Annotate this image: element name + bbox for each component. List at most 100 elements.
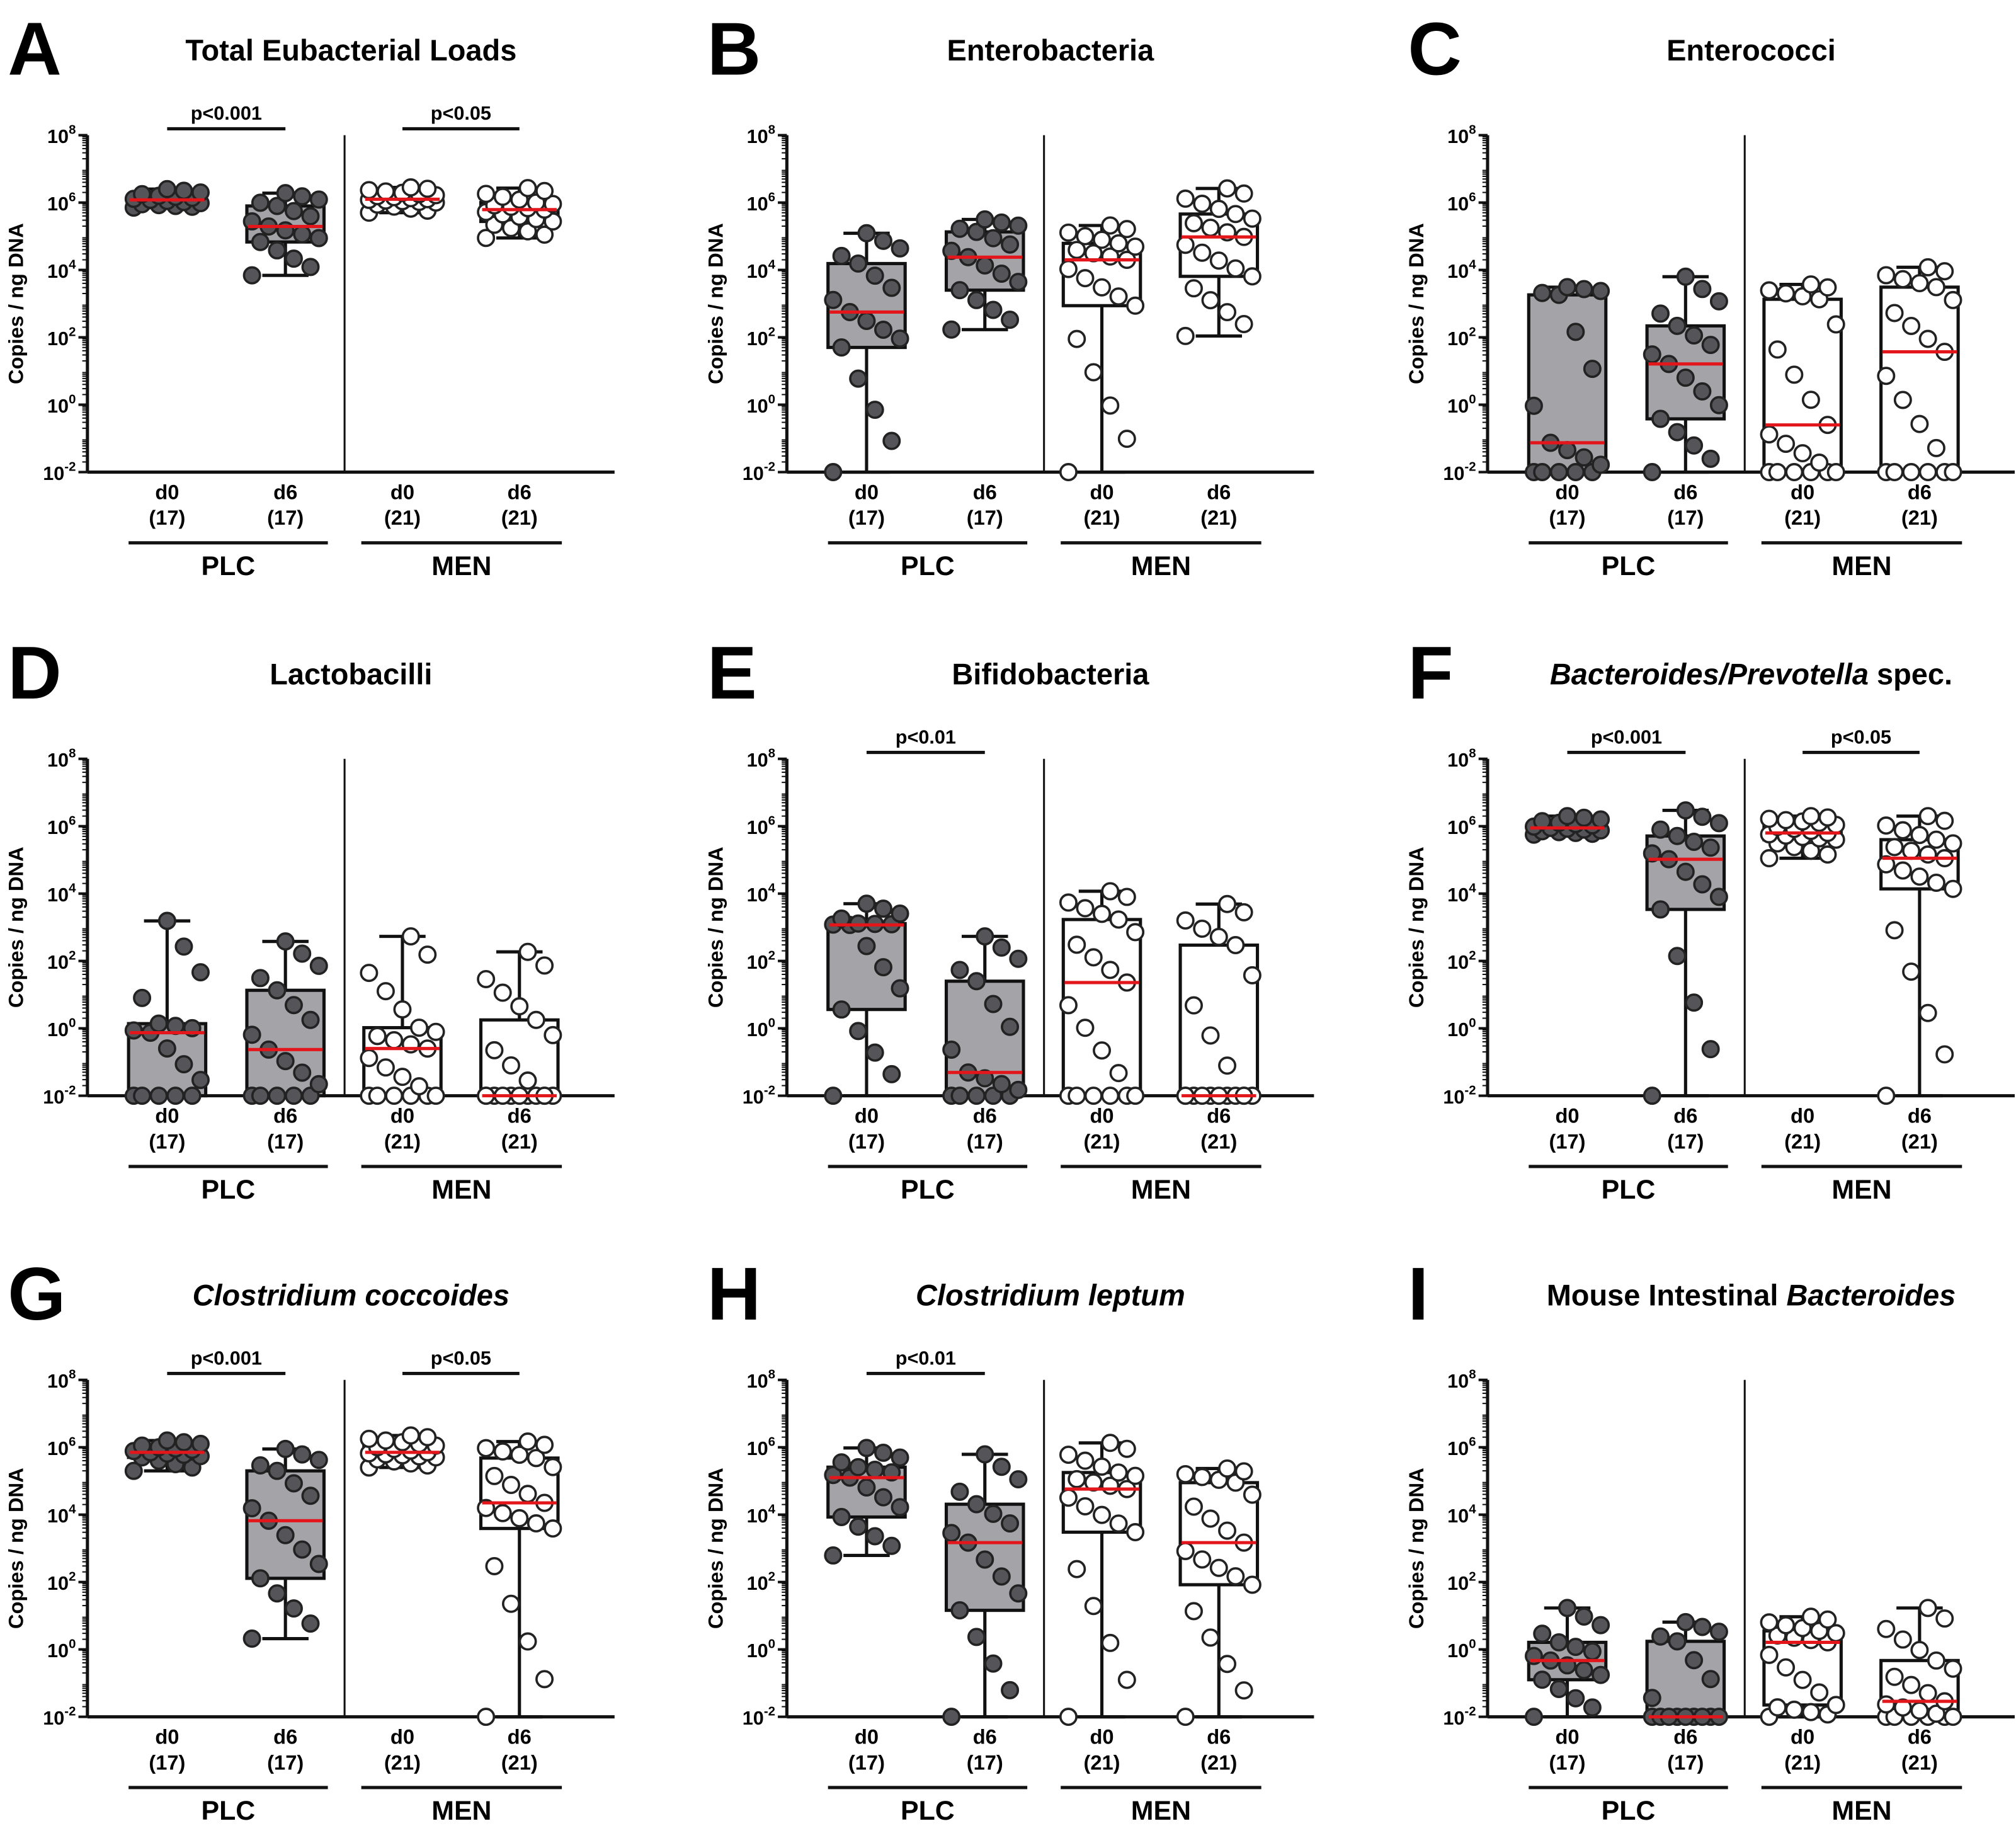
data-point bbox=[976, 1550, 994, 1569]
data-point bbox=[1685, 993, 1704, 1012]
data-point bbox=[1176, 326, 1195, 345]
box-men-d6 bbox=[1176, 179, 1261, 345]
data-point bbox=[368, 1087, 387, 1105]
data-point bbox=[992, 1075, 1011, 1093]
data-point bbox=[426, 1022, 445, 1041]
panel-title: Bifidobacteria bbox=[952, 657, 1149, 690]
title-part: Bacteroides bbox=[1786, 1278, 1956, 1311]
y-tick-label: 106 bbox=[1447, 1435, 1476, 1459]
data-point bbox=[1566, 463, 1585, 482]
tick-base: 10 bbox=[43, 1708, 64, 1729]
tick-exp: 6 bbox=[69, 814, 76, 828]
tick-exp: 8 bbox=[768, 1368, 775, 1382]
box-men-d0 bbox=[360, 927, 445, 1105]
data-point bbox=[865, 401, 884, 419]
tick-exp: 0 bbox=[768, 392, 775, 406]
data-point bbox=[133, 988, 152, 1007]
data-point bbox=[426, 1087, 445, 1105]
data-point bbox=[1176, 1708, 1195, 1726]
data-point bbox=[1059, 893, 1078, 912]
tick-exp: 4 bbox=[1469, 1503, 1476, 1517]
data-point bbox=[824, 290, 843, 309]
x-tick-label: d0 bbox=[855, 1725, 879, 1749]
data-point bbox=[1068, 241, 1086, 260]
tick-base: 10 bbox=[47, 1505, 69, 1527]
n-label: (21) bbox=[501, 506, 538, 529]
data-point bbox=[1068, 329, 1086, 348]
data-point bbox=[824, 1087, 843, 1105]
data-point bbox=[1109, 1514, 1128, 1533]
data-point bbox=[832, 246, 851, 265]
tick-exp: 0 bbox=[1469, 392, 1476, 406]
data-point bbox=[967, 222, 986, 241]
tick-exp: 8 bbox=[1469, 123, 1476, 137]
tick-base: 10 bbox=[743, 1708, 764, 1729]
data-point bbox=[1944, 1659, 1962, 1678]
y-tick-label: 10-2 bbox=[43, 1084, 76, 1108]
data-point bbox=[385, 1030, 404, 1049]
data-point bbox=[1801, 842, 1820, 860]
tick-exp: 2 bbox=[1469, 1570, 1476, 1584]
y-tick-label: 102 bbox=[747, 1570, 775, 1594]
data-point bbox=[1651, 304, 1670, 323]
group-label: PLC bbox=[901, 551, 955, 581]
data-point bbox=[1592, 1616, 1610, 1635]
data-point bbox=[1918, 1599, 1937, 1618]
data-point bbox=[874, 1488, 892, 1507]
data-point bbox=[1801, 1703, 1820, 1721]
data-point bbox=[992, 213, 1011, 232]
title-part: Mouse Intestinal bbox=[1547, 1278, 1787, 1311]
data-point bbox=[268, 1087, 287, 1105]
data-point bbox=[1918, 845, 1937, 864]
data-point bbox=[1558, 278, 1577, 297]
data-point bbox=[1760, 809, 1779, 828]
data-point bbox=[501, 1056, 520, 1075]
tick-base: 10 bbox=[1443, 463, 1464, 484]
data-point bbox=[1910, 274, 1929, 293]
data-point bbox=[1068, 1560, 1086, 1578]
data-point bbox=[376, 1431, 395, 1450]
data-point bbox=[1902, 316, 1921, 335]
data-point bbox=[1927, 1651, 1945, 1670]
data-point bbox=[1009, 949, 1028, 968]
data-point bbox=[1009, 1584, 1028, 1603]
data-point bbox=[1059, 463, 1078, 482]
data-point bbox=[1760, 281, 1779, 300]
n-label: (17) bbox=[1549, 1129, 1585, 1153]
data-point bbox=[1126, 296, 1145, 315]
data-point bbox=[950, 1601, 969, 1620]
data-point bbox=[1566, 1689, 1585, 1708]
tick-base: 10 bbox=[747, 1505, 768, 1527]
data-point bbox=[501, 1476, 520, 1495]
y-axis-label: Copies / ng DNA bbox=[703, 847, 727, 1008]
data-point bbox=[1226, 205, 1245, 224]
data-point bbox=[1643, 1087, 1661, 1105]
n-label: (17) bbox=[1667, 1129, 1704, 1153]
tick-base: 10 bbox=[747, 817, 768, 838]
data-point bbox=[1575, 1607, 1593, 1626]
data-point bbox=[1575, 808, 1593, 827]
data-point bbox=[824, 463, 843, 482]
n-label: (17) bbox=[848, 506, 885, 529]
data-point bbox=[1944, 834, 1962, 853]
box-plc-d6 bbox=[242, 1439, 328, 1648]
data-point bbox=[1243, 1575, 1261, 1594]
data-point bbox=[1524, 1708, 1543, 1726]
group-label: PLC bbox=[1602, 1175, 1656, 1205]
panel-letter: F bbox=[1408, 632, 1453, 715]
data-point bbox=[477, 185, 496, 203]
group-label: PLC bbox=[201, 1796, 255, 1826]
x-tick-label: d0 bbox=[855, 1104, 879, 1127]
data-point bbox=[1126, 923, 1145, 942]
data-point bbox=[1709, 396, 1728, 414]
panel-letter: B bbox=[707, 8, 761, 91]
box-men-d0 bbox=[1760, 1607, 1845, 1726]
data-point bbox=[501, 1594, 520, 1613]
x-tick-label: d6 bbox=[1673, 480, 1697, 503]
tick-exp: 8 bbox=[69, 747, 76, 761]
data-point bbox=[1760, 849, 1779, 868]
tick-base: 10 bbox=[747, 193, 768, 215]
data-point bbox=[832, 1000, 851, 1019]
data-point bbox=[1701, 1670, 1720, 1689]
